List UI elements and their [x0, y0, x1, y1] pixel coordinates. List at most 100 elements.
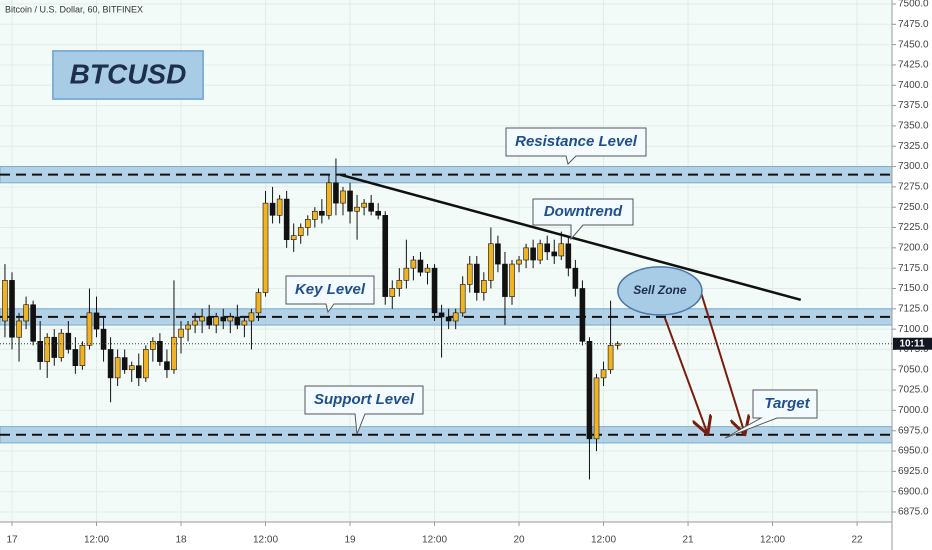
- y-tick-label: 6875.0: [898, 507, 929, 518]
- candle-body: [333, 182, 339, 204]
- support-callout: Support Level: [304, 385, 424, 435]
- candle-body: [93, 312, 100, 330]
- y-tick-label: 7050.0: [898, 364, 929, 375]
- y-tick-label: 7175.0: [898, 263, 929, 274]
- candle-body: [206, 316, 212, 326]
- y-tick-label: 7275.0: [898, 182, 929, 193]
- y-tick-label: 7500.0: [898, 0, 929, 10]
- y-tick-label: 7325.0: [898, 141, 929, 152]
- candle-body: [283, 198, 290, 241]
- candle-body: [185, 324, 191, 330]
- arrow: [663, 317, 707, 433]
- callout-text: Target: [764, 395, 810, 412]
- target-callout: Target: [724, 389, 818, 439]
- candle-body: [9, 280, 15, 338]
- candle-body: [389, 288, 396, 297]
- candle-body: [276, 198, 283, 216]
- y-tick-label: 7350.0: [898, 121, 929, 132]
- candle-body: [213, 316, 220, 326]
- sell-zone-label: Sell Zone: [633, 283, 687, 297]
- candle-body: [199, 316, 205, 322]
- y-tick-label: 7225.0: [898, 222, 929, 233]
- candle-body: [607, 345, 614, 371]
- y-tick-label: 6900.0: [898, 486, 929, 497]
- candle-body: [178, 328, 184, 338]
- candle-body: [565, 243, 572, 269]
- y-tick-label: 6975.0: [898, 425, 929, 436]
- downtrend-callout: Downtrend: [532, 198, 634, 241]
- candle-body: [255, 292, 262, 314]
- y-tick-label: 7125.0: [898, 303, 929, 314]
- candle-body: [551, 251, 558, 257]
- candle-body: [297, 227, 304, 236]
- y-tick-label: 7425.0: [898, 60, 929, 71]
- candle-body: [417, 259, 424, 273]
- y-tick-label: 7400.0: [898, 80, 929, 91]
- y-tick-label: 7000.0: [898, 405, 929, 416]
- candle-body: [586, 341, 593, 440]
- candle-body: [171, 336, 177, 371]
- y-tick-label: 7450.0: [898, 39, 929, 50]
- candle-body: [86, 312, 93, 346]
- candle-body: [23, 304, 29, 322]
- x-tick-label: 20: [513, 535, 525, 546]
- candle-body: [579, 288, 586, 342]
- sell-zone: [617, 266, 703, 316]
- y-tick-label: 6925.0: [898, 466, 929, 477]
- candle-body: [424, 267, 431, 273]
- candle-body: [459, 284, 466, 314]
- y-tick-label: 7375.0: [898, 100, 929, 111]
- candle-body: [375, 210, 381, 216]
- x-tick-label: 22: [852, 535, 864, 546]
- candle-body: [121, 357, 128, 371]
- y-tick-label: 7100.0: [898, 324, 929, 335]
- candle-body: [58, 332, 65, 358]
- y-tick-label: 6950.0: [898, 446, 929, 457]
- candle-body: [382, 215, 389, 297]
- axes: 6875.0 6900.0 6925.0 6950.0 6975.0 7000.0 7025…: [6, 0, 932, 546]
- candle-body: [65, 332, 72, 350]
- candle-body: [326, 182, 332, 216]
- candle-body: [530, 247, 536, 261]
- candle-body: [445, 316, 452, 322]
- candle-body: [262, 202, 269, 293]
- candle-body: [227, 316, 234, 322]
- arrow: [696, 280, 744, 432]
- candle-body: [509, 263, 515, 297]
- candle-body: [44, 336, 51, 362]
- x-tick-label: 19: [344, 535, 356, 546]
- candle-body: [100, 328, 107, 350]
- candle-body: [572, 267, 579, 289]
- candle-body: [361, 202, 367, 208]
- callout-text: Downtrend: [544, 203, 623, 220]
- candle-body: [290, 235, 297, 241]
- candle-body: [234, 316, 241, 326]
- candle-body: [135, 365, 142, 379]
- candle-body: [143, 349, 149, 379]
- candle-body: [502, 263, 508, 297]
- candle-body: [340, 190, 346, 204]
- x-tick-label: 12:00: [760, 535, 785, 546]
- y-tick-label: 7025.0: [898, 385, 929, 396]
- callout-text: Resistance Level: [515, 133, 638, 150]
- candle-body: [354, 206, 360, 212]
- candle-body: [544, 243, 551, 253]
- candle-body: [466, 263, 473, 285]
- candle-body: [558, 243, 565, 257]
- countdown: 10:11: [899, 338, 924, 349]
- candle-body: [614, 343, 621, 346]
- candle-body: [114, 357, 121, 379]
- candle-body: [312, 210, 318, 220]
- callout-box: [304, 385, 424, 435]
- candle-body: [452, 312, 459, 322]
- symbol: BTCUSD: [70, 58, 187, 89]
- candle-body: [481, 280, 487, 293]
- symbol-box: [52, 50, 204, 100]
- candle-body: [319, 210, 325, 216]
- candle-body: [473, 263, 480, 293]
- candle-body: [157, 341, 163, 362]
- x-tick-label: 12:00: [591, 535, 616, 546]
- candle-body: [164, 361, 170, 371]
- callout-box: [505, 127, 647, 165]
- callout-box: [532, 198, 634, 241]
